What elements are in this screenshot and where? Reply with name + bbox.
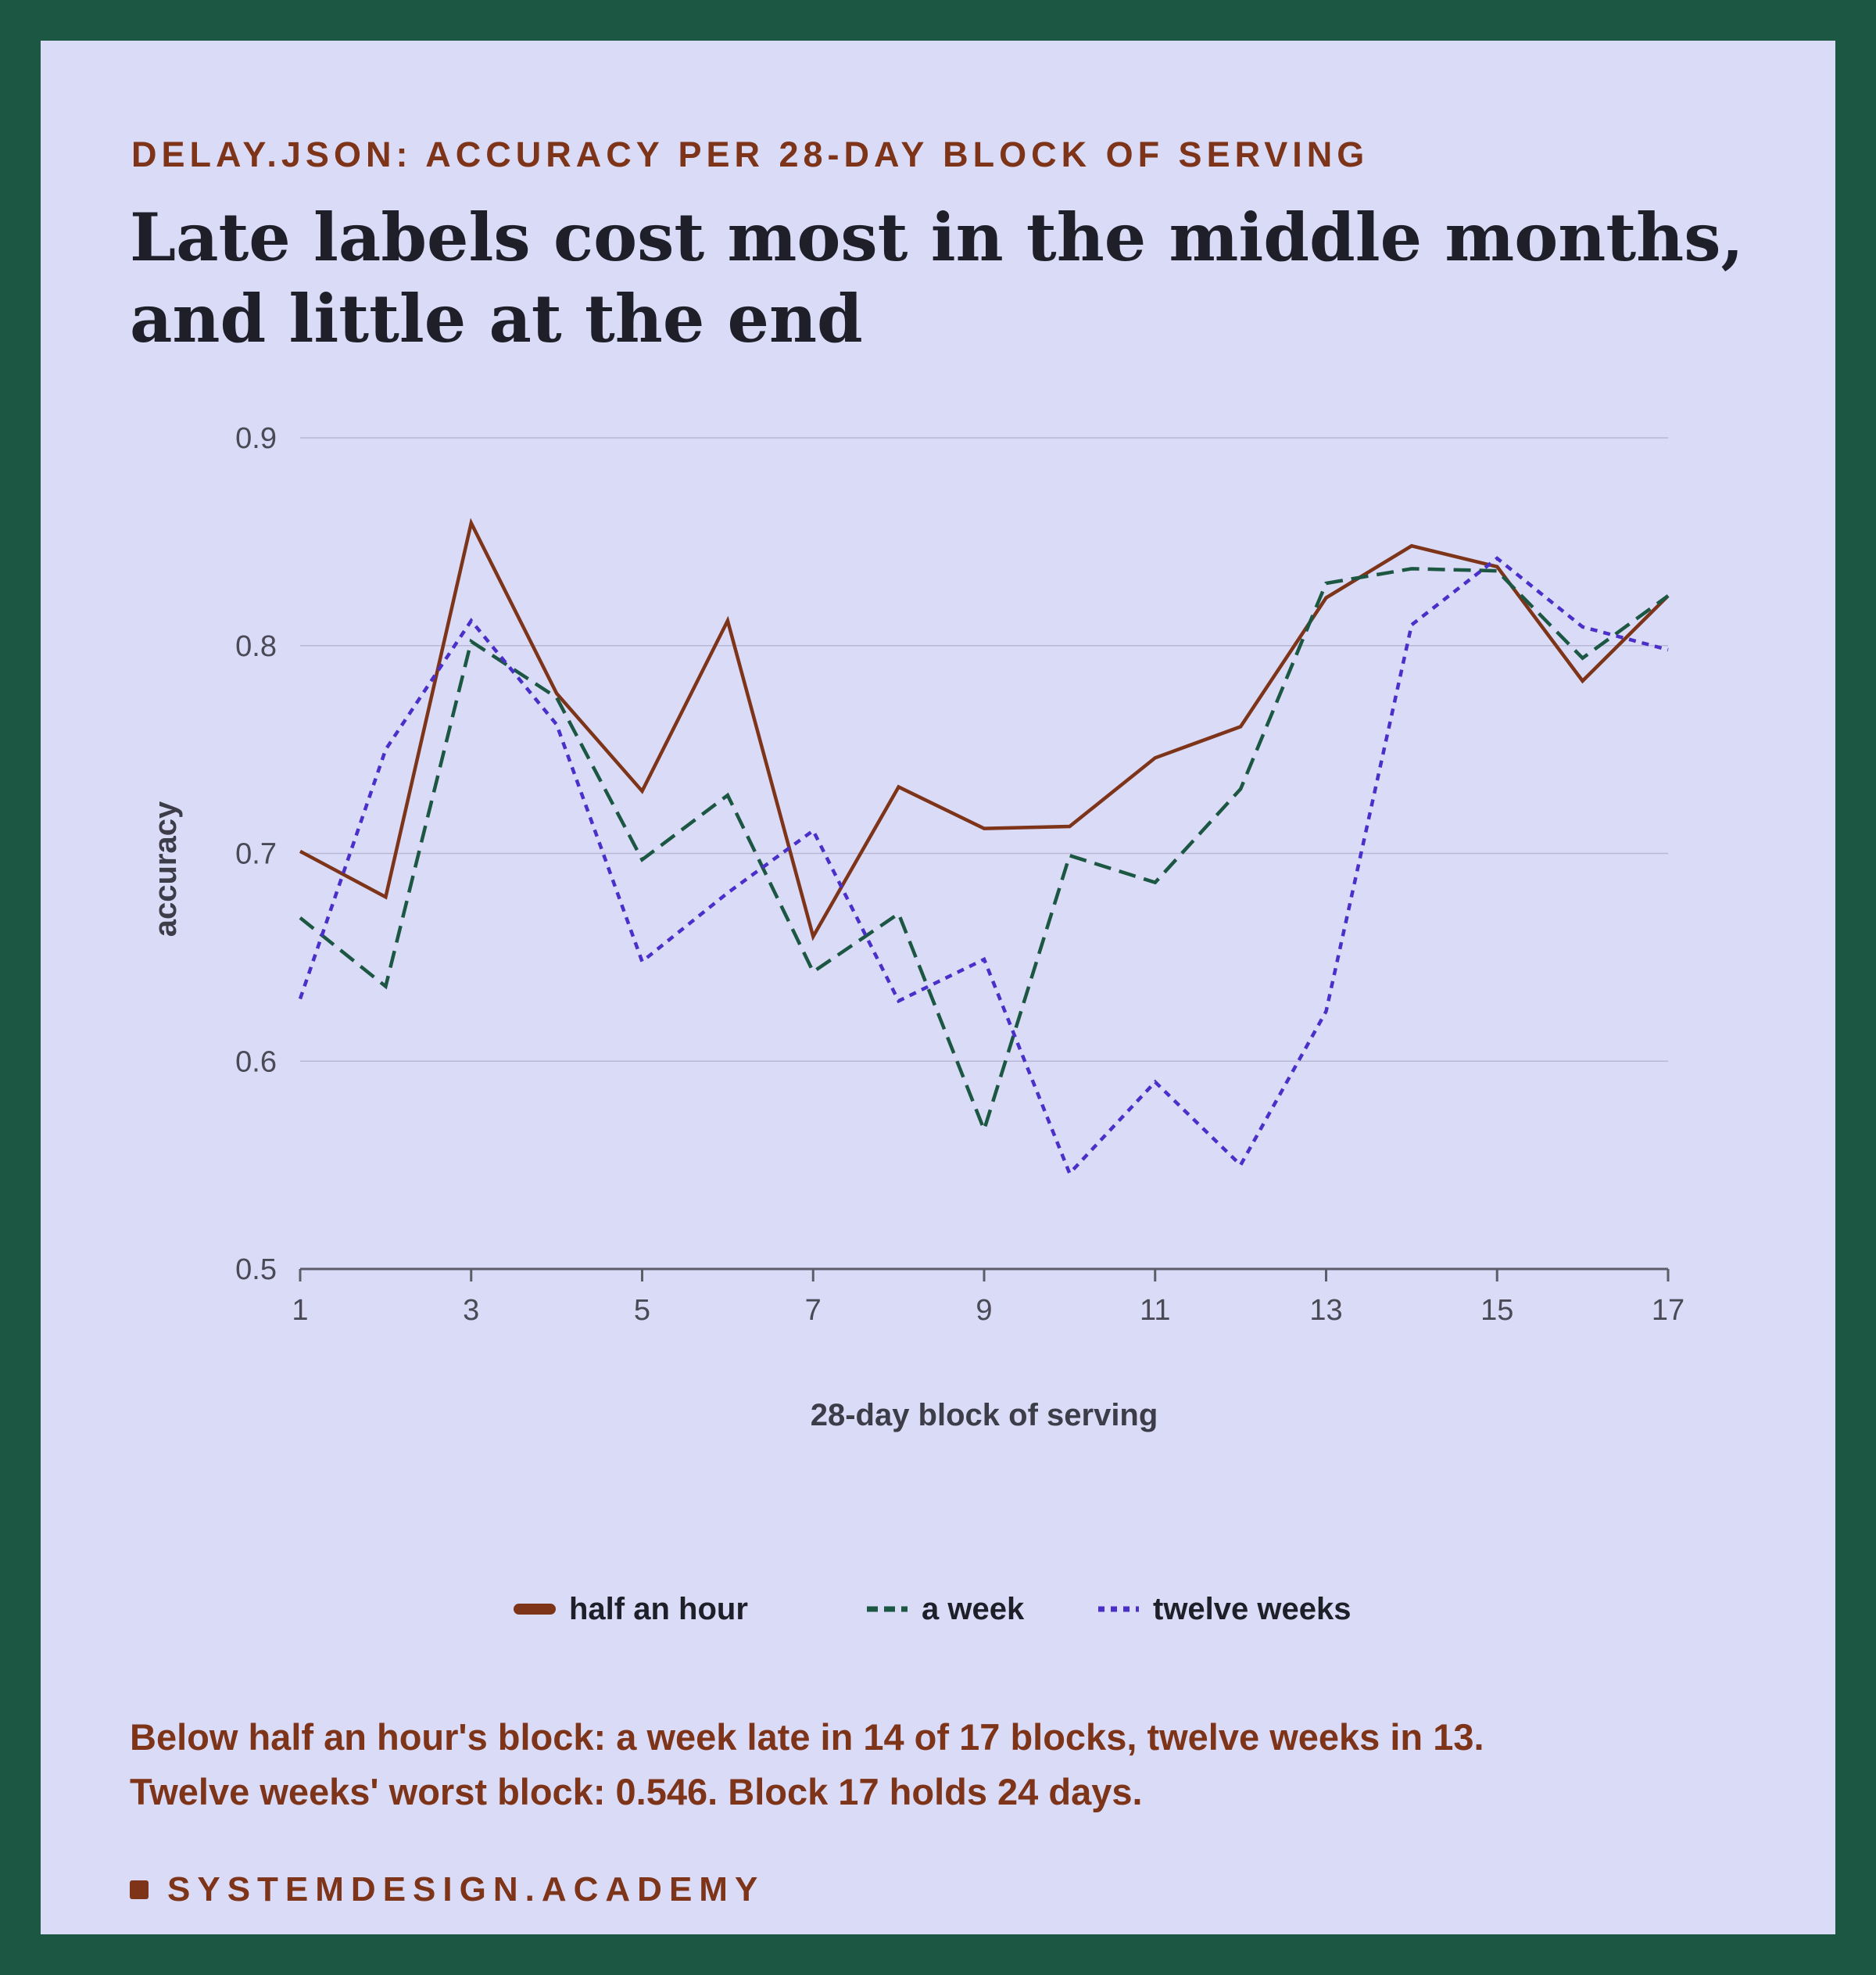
series-line-3 (298, 556, 1669, 1177)
legend-swatch-1 (514, 1604, 556, 1615)
summary-line-1: Below half an hour's block: a week late … (130, 1716, 1484, 1758)
legend-label-3: twelve weeks (1153, 1591, 1352, 1626)
legend-label-2: a week (922, 1591, 1025, 1626)
eyebrow-label: DELAY.JSON: ACCURACY PER 28-DAY BLOCK OF… (131, 134, 1369, 174)
y-axis-title: accuracy (149, 801, 183, 937)
legend-item-1: half an hour (513, 1586, 748, 1633)
legend-label-1: half an hour (569, 1591, 748, 1626)
x-tick-label: 3 (463, 1294, 479, 1327)
x-tick-label: 5 (634, 1294, 650, 1327)
chart-legend: half an hour a week twelve weeks (41, 1586, 1835, 1633)
x-tick-label: 7 (805, 1294, 822, 1327)
legend-swatch-3 (1098, 1606, 1139, 1612)
summary-line-2: Twelve weeks' worst block: 0.546. Block … (130, 1771, 1143, 1812)
brand-label: SYSTEMDESIGN.ACADEMY (167, 1870, 765, 1909)
x-tick-label: 13 (1309, 1294, 1342, 1327)
x-tick-label: 15 (1480, 1294, 1513, 1327)
y-tick-label: 0.5 (235, 1253, 277, 1286)
series-line-1 (299, 518, 1670, 941)
summary-note: Below half an hour's block: a week late … (130, 1710, 1771, 1819)
series-line-2 (299, 567, 1670, 1135)
x-tick-label: 17 (1652, 1294, 1684, 1327)
y-tick-label: 0.6 (235, 1045, 277, 1078)
legend-item-2: a week (865, 1586, 1024, 1633)
y-tick-label: 0.8 (235, 630, 277, 663)
chart-title: Late labels cost most in the middle mont… (130, 199, 1744, 357)
brand-footer: SYSTEMDESIGN.ACADEMY (130, 1870, 764, 1909)
x-axis-title: 28-day block of serving (811, 1398, 1158, 1432)
x-tick-label: 9 (976, 1294, 992, 1327)
x-tick-label: 1 (292, 1294, 308, 1327)
legend-swatch-2 (867, 1606, 908, 1612)
x-tick-label: 11 (1140, 1294, 1170, 1327)
y-tick-label: 0.9 (235, 422, 277, 455)
legend-item-3: twelve weeks (1097, 1586, 1352, 1633)
y-tick-label: 0.7 (235, 838, 277, 871)
brand-square-icon (130, 1880, 149, 1899)
chart-card: DELAY.JSON: ACCURACY PER 28-DAY BLOCK OF… (41, 41, 1835, 1934)
